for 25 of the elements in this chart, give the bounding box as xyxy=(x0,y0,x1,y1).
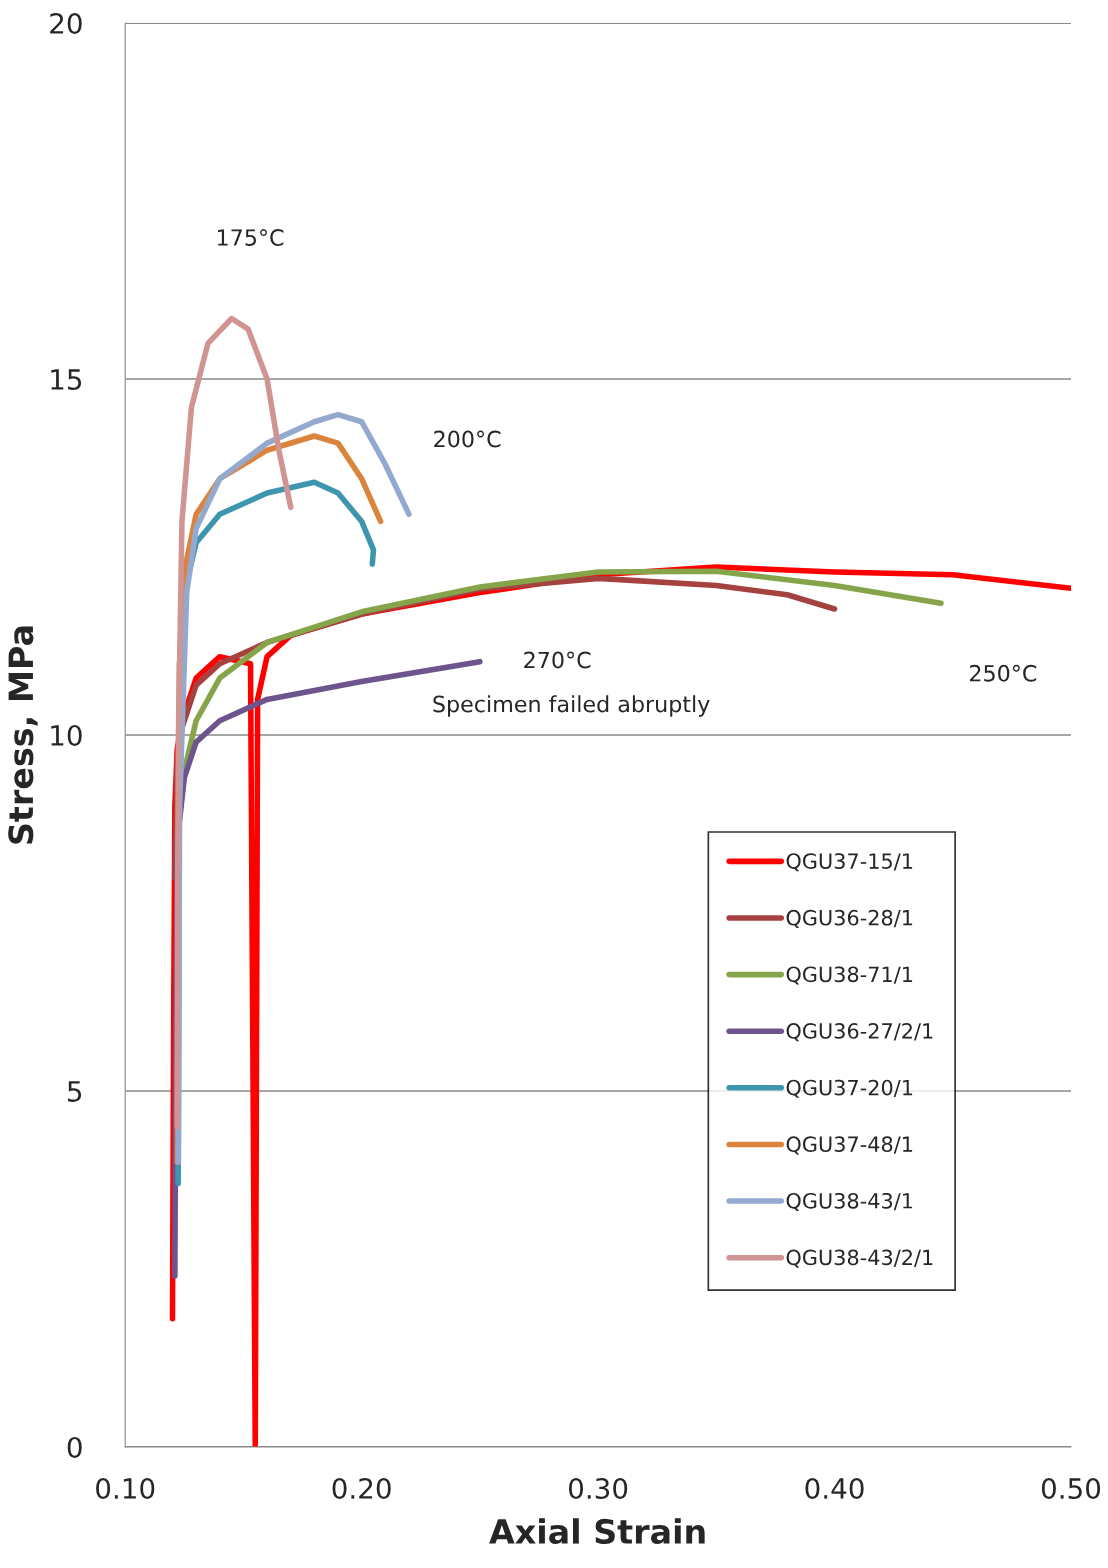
x-tick-label: 0.40 xyxy=(805,1478,864,1500)
annotation: 270°C xyxy=(524,651,591,669)
legend-label: QGU36-28/1 xyxy=(786,909,913,928)
y-axis-title: Stress, MPa xyxy=(8,626,38,844)
annotation: 250°C xyxy=(970,664,1037,682)
y-tick-label: 0 xyxy=(67,1436,82,1458)
y-tick-label: 15 xyxy=(51,369,82,390)
legend-label: QGU38-71/1 xyxy=(786,966,913,985)
legend-label: QGU38-43/1 xyxy=(786,1192,913,1212)
x-axis-title: Axial Strain xyxy=(489,1518,705,1545)
legend-label: QGU37-15/1 xyxy=(786,853,913,872)
y-tick-label: 20 xyxy=(50,12,82,34)
x-tick-label: 0.50 xyxy=(1041,1478,1101,1500)
x-tick-label: 0.10 xyxy=(96,1478,155,1500)
legend-label: QGU37-48/1 xyxy=(786,1136,913,1155)
legend-label: QGU38-43/2/1 xyxy=(786,1249,933,1268)
x-tick-label: 0.30 xyxy=(569,1478,628,1500)
y-tick-label: 5 xyxy=(68,1081,82,1102)
legend-label: QGU36-27/2/1 xyxy=(786,1023,933,1042)
x-tick-label: 0.20 xyxy=(332,1478,391,1500)
annotation: 200°C xyxy=(434,430,501,448)
annotation: Specimen failed abruptly xyxy=(433,695,710,717)
y-tick-label: 10 xyxy=(51,724,82,746)
legend-label: QGU37-20/1 xyxy=(786,1079,913,1098)
annotation: 175°C xyxy=(217,229,284,246)
